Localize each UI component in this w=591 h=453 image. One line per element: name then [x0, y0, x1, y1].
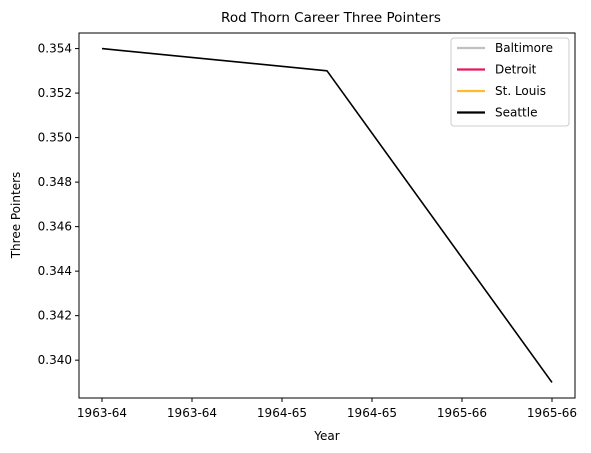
plot-frame: [78, 32, 576, 399]
x-tick-label: 1965-66: [437, 406, 487, 420]
x-tick-label: 1964-65: [257, 406, 307, 420]
y-tick-label: 0.352: [38, 86, 72, 100]
y-tick-label: 0.348: [38, 175, 72, 189]
y-tick-label: 0.354: [38, 42, 72, 56]
x-tick-label: 1964-65: [347, 406, 397, 420]
y-tick-label: 0.346: [38, 220, 72, 234]
y-axis: 0.340 0.342 0.344 0.346 0.348 0.350 0.352 0.354: [38, 42, 79, 367]
x-axis-label: Year: [313, 429, 339, 443]
legend-label-baltimore: Baltimore: [495, 41, 553, 55]
legend-label-st-louis: St. Louis: [495, 84, 546, 98]
chart-title: Rod Thorn Career Three Pointers: [221, 10, 441, 26]
x-tick-label: 1963-64: [167, 406, 217, 420]
y-tick-label: 0.344: [38, 264, 72, 278]
y-axis-label: Three Pointers: [9, 172, 23, 260]
x-axis: 1963-64 1963-64 1964-65 1964-65 1965-66 1965-…: [77, 398, 577, 420]
legend: Baltimore Detroit St. Louis Seattle: [450, 37, 570, 127]
x-tick-label: 1963-64: [77, 406, 127, 420]
legend-box: [450, 37, 570, 127]
y-tick-label: 0.342: [38, 309, 72, 323]
legend-label-seattle: Seattle: [495, 106, 537, 120]
legend-label-detroit: Detroit: [495, 63, 537, 77]
y-tick-label: 0.340: [38, 353, 72, 367]
series-line-seattle: [101, 47, 553, 383]
series-lines: [101, 47, 553, 383]
y-tick-label: 0.350: [38, 131, 72, 145]
x-tick-label: 1965-66: [527, 406, 577, 420]
